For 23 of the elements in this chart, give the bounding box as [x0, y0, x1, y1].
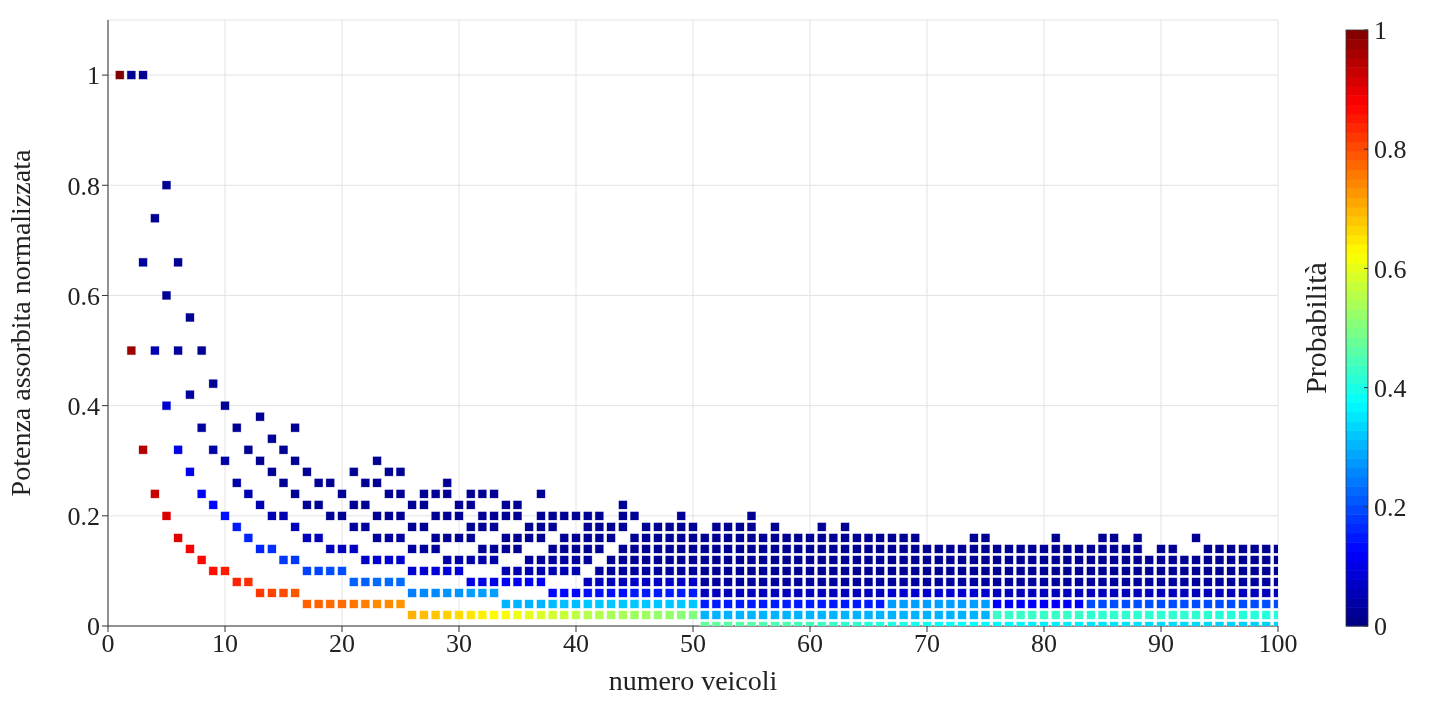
y-tick-label: 0.2	[67, 502, 100, 532]
y-axis-title: Potenza assorbita normalizzata	[4, 149, 36, 497]
color-bar-label: 0.2	[1374, 492, 1407, 522]
color-bar-label: 0.8	[1374, 135, 1407, 165]
x-tick-label: 10	[212, 629, 238, 659]
color-bar-label: 0.6	[1374, 254, 1407, 284]
y-tick-label: 0.6	[67, 281, 100, 311]
x-tick-label: 90	[1148, 629, 1174, 659]
x-axis-title: numero veicoli	[608, 665, 778, 696]
y-tick-label: 0.4	[67, 391, 100, 421]
x-tick-label: 20	[329, 629, 355, 659]
x-tick-label: 70	[914, 629, 940, 659]
x-tick-label: 100	[1258, 629, 1298, 659]
y-tick-label: 0.8	[67, 171, 100, 201]
x-tick-label: 40	[563, 629, 589, 659]
color-bar-label: 0.4	[1374, 373, 1407, 403]
x-tick-label: 80	[1031, 629, 1057, 659]
y-tick-label: 1	[87, 61, 100, 91]
color-bar-title: Probabilità	[1299, 262, 1332, 394]
x-tick-label: 30	[446, 629, 472, 659]
color-bar-label: 1	[1374, 16, 1387, 46]
x-tick-label: 60	[797, 629, 823, 659]
x-tick-label: 50	[680, 629, 706, 659]
